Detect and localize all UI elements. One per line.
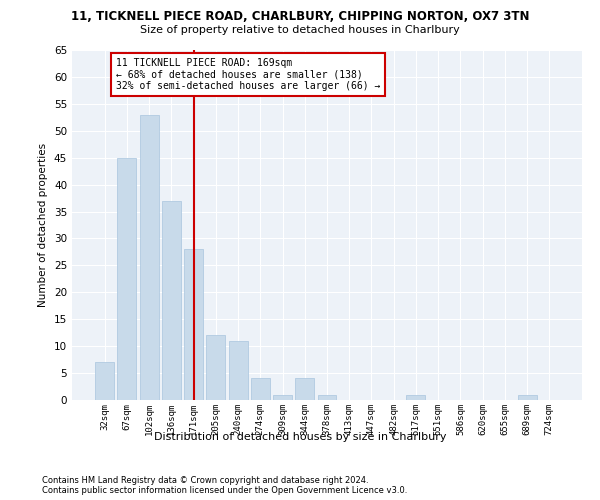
Bar: [118, 158, 136, 400]
Bar: [162, 201, 181, 400]
Bar: [206, 336, 225, 400]
Bar: [140, 114, 158, 400]
Y-axis label: Number of detached properties: Number of detached properties: [38, 143, 49, 307]
Bar: [229, 341, 248, 400]
Bar: [273, 394, 292, 400]
Bar: [518, 394, 536, 400]
Text: Distribution of detached houses by size in Charlbury: Distribution of detached houses by size …: [154, 432, 446, 442]
Bar: [184, 249, 203, 400]
Text: 11, TICKNELL PIECE ROAD, CHARLBURY, CHIPPING NORTON, OX7 3TN: 11, TICKNELL PIECE ROAD, CHARLBURY, CHIP…: [71, 10, 529, 23]
Text: Contains HM Land Registry data © Crown copyright and database right 2024.: Contains HM Land Registry data © Crown c…: [42, 476, 368, 485]
Bar: [251, 378, 270, 400]
Bar: [95, 362, 114, 400]
Text: Size of property relative to detached houses in Charlbury: Size of property relative to detached ho…: [140, 25, 460, 35]
Bar: [317, 394, 337, 400]
Bar: [406, 394, 425, 400]
Bar: [295, 378, 314, 400]
Text: 11 TICKNELL PIECE ROAD: 169sqm
← 68% of detached houses are smaller (138)
32% of: 11 TICKNELL PIECE ROAD: 169sqm ← 68% of …: [116, 58, 380, 92]
Text: Contains public sector information licensed under the Open Government Licence v3: Contains public sector information licen…: [42, 486, 407, 495]
